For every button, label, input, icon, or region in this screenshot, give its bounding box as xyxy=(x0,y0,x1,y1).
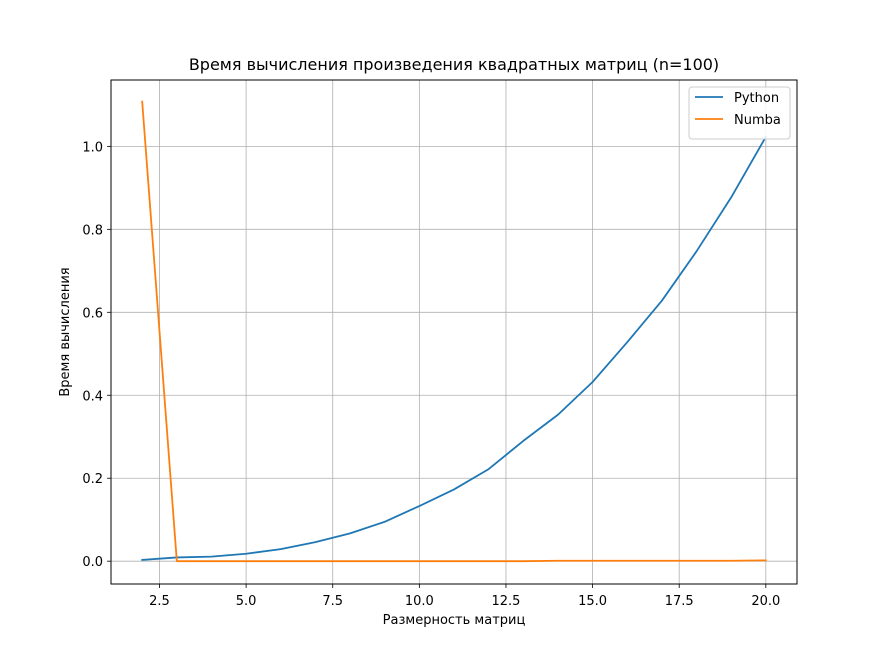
legend: Python Numba xyxy=(688,86,791,140)
legend-label: Python xyxy=(734,91,779,106)
y-axis: 0.0 0.2 0.4 0.6 0.8 1.0 xyxy=(82,140,111,570)
series-layer xyxy=(141,100,768,563)
x-tick-label: 10.0 xyxy=(405,594,434,609)
y-tick-label: 0.6 xyxy=(82,306,103,321)
y-tick-label: 1.0 xyxy=(82,140,103,155)
y-tick-label: 0.2 xyxy=(82,472,103,487)
legend-box xyxy=(688,86,791,140)
x-tick-label: 12.5 xyxy=(491,594,520,609)
x-axis-label: Размерность матриц xyxy=(383,613,526,628)
x-tick-label: 20.0 xyxy=(751,594,780,609)
x-tick-label: 5.0 xyxy=(236,594,257,609)
x-tick-label: 2.5 xyxy=(149,594,170,609)
y-tick-label: 0.8 xyxy=(82,223,103,238)
y-axis-label: Время вычисления xyxy=(58,267,73,396)
x-tick-label: 7.5 xyxy=(322,594,343,609)
legend-label: Numba xyxy=(734,113,781,128)
chart-title: Время вычисления произведения квадратных… xyxy=(189,55,719,74)
series-line-numba xyxy=(141,100,767,563)
x-tick-label: 15.0 xyxy=(578,594,607,609)
y-tick-label: 0.4 xyxy=(82,389,103,404)
x-tick-label: 17.5 xyxy=(665,594,694,609)
y-tick-label: 0.0 xyxy=(82,555,103,570)
plot-frame xyxy=(110,79,798,585)
series-line-python xyxy=(141,135,768,561)
x-axis: 2.5 5.0 7.5 10.0 12.5 15.0 17.5 20.0 xyxy=(149,584,780,609)
